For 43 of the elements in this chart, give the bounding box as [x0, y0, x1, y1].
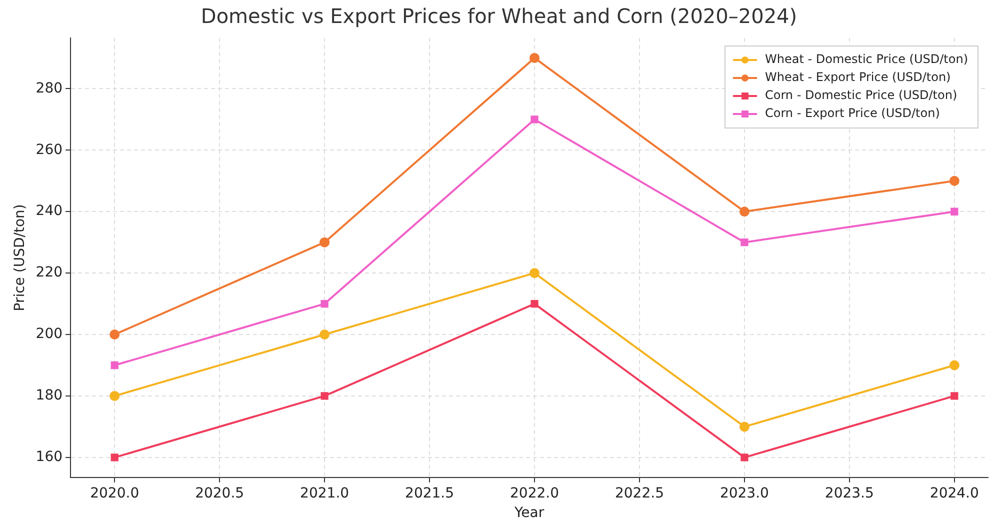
point — [320, 300, 328, 308]
y-tick-label: 280 — [36, 80, 63, 96]
point — [320, 392, 328, 400]
y-tick-label: 240 — [36, 203, 63, 220]
x-tick-label: 2023.5 — [824, 485, 874, 502]
legend-label: Wheat - Export Price (USD/ton) — [764, 70, 951, 84]
point — [320, 237, 330, 248]
point — [530, 52, 540, 63]
legend-label: Corn - Domestic Price (USD/ton) — [764, 88, 958, 102]
legend-label: Corn - Export Price (USD/ton) — [764, 106, 940, 120]
point — [949, 360, 960, 370]
x-tick-label: 2021.0 — [300, 485, 350, 502]
x-tick-label: 2023.0 — [720, 485, 769, 502]
point — [950, 208, 958, 216]
x-tick-label: 2020.5 — [195, 485, 244, 502]
x-tick-label: 2021.5 — [405, 485, 454, 502]
point — [739, 422, 750, 432]
point — [950, 392, 958, 400]
point — [530, 268, 540, 278]
y-tick-label: 260 — [36, 142, 63, 158]
point — [530, 300, 538, 308]
legend-label: Wheat - Domestic Price (USD/ton) — [764, 52, 968, 66]
y-tick-label: 160 — [36, 449, 63, 466]
point — [949, 176, 960, 186]
point — [530, 116, 538, 124]
point — [110, 454, 118, 462]
y-tick-label: 180 — [36, 388, 63, 404]
x-tick-label: 2024.0 — [930, 485, 979, 502]
point — [739, 206, 750, 217]
y-tick-label: 220 — [36, 264, 63, 281]
point — [110, 330, 120, 340]
point — [740, 238, 748, 246]
y-axis-title: Price (USD/ton) — [12, 204, 28, 312]
x-tick-label: 2022.0 — [510, 485, 560, 502]
point — [110, 361, 118, 370]
chart-title: Domestic vs Export Prices for Wheat and Corn (2020–2024) — [200, 4, 798, 28]
y-tick-label: 200 — [36, 326, 63, 342]
point — [110, 390, 120, 401]
point — [740, 454, 748, 462]
x-tick-label: 2020.0 — [90, 485, 140, 502]
x-axis-title: Year — [513, 505, 544, 522]
x-tick-label: 2022.5 — [614, 485, 664, 502]
point — [320, 330, 330, 340]
